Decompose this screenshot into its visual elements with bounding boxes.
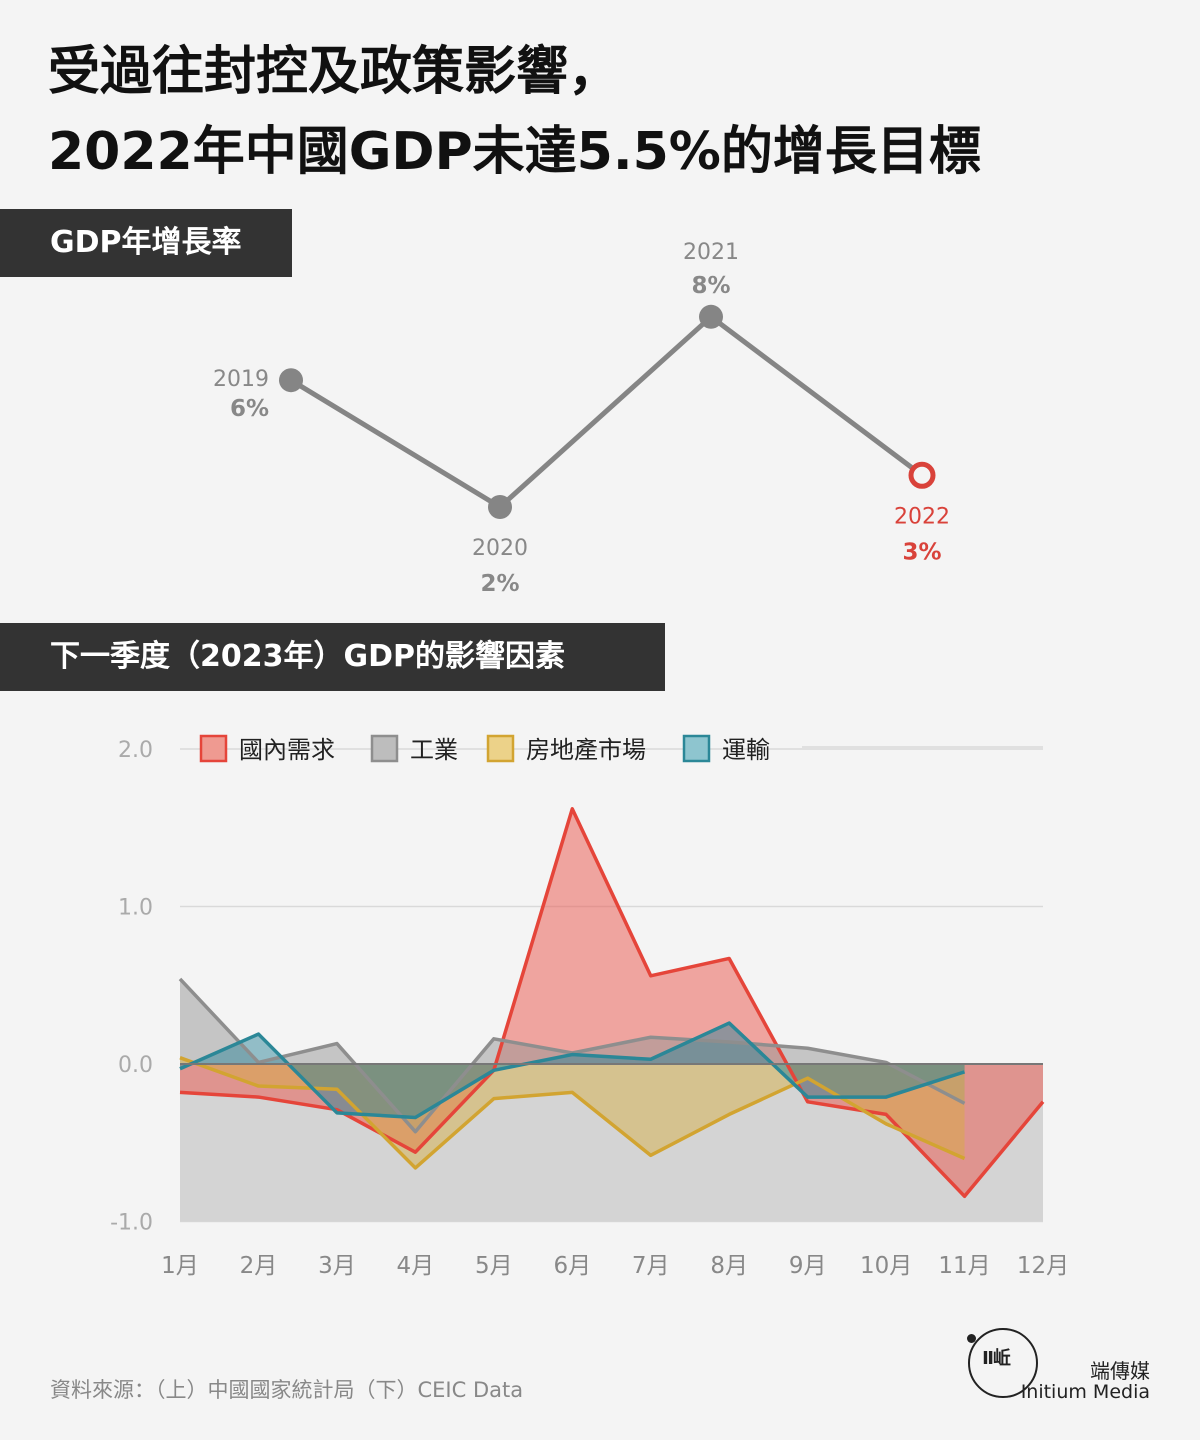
legend-label-property: 房地產市場: [526, 736, 646, 764]
gdp-growth-line-chart: 2019 6% 2020 2% 2021 8% 2022 3%: [213, 240, 950, 597]
brand-name-cn: 端傳媒: [1090, 1359, 1150, 1383]
gdp-point-2021: [699, 304, 723, 329]
gdp-factors-area-chart: -1.0 0.0 1.0 2.0 1月 2月 3月 4月 5月 6月 7月 8月 9月 10月 11月 12月…: [110, 734, 1069, 1279]
headline: 受過往封控及政策影響， 2022年中國GDP未達5.5%的增長目標: [48, 32, 1158, 192]
gdp-point-2022: [908, 461, 936, 489]
gdp-value-label-2020: 2%: [480, 571, 519, 597]
logo-dot: [967, 1334, 976, 1343]
x-tick-label: 11月: [938, 1253, 990, 1279]
y-tick-label: 0.0: [118, 1053, 153, 1078]
gdp-point-2020: [488, 495, 512, 519]
source-note: 資料來源：（上）中國國家統計局（下）CEIC Data: [50, 1378, 524, 1402]
x-tick-label: 9月: [789, 1253, 827, 1279]
area-transport: [180, 1023, 965, 1118]
x-tick-label: 4月: [397, 1253, 435, 1279]
gdp-point-2019: [279, 368, 303, 393]
gdp-value-label-2021: 8%: [691, 273, 730, 299]
x-tick-label: 1月: [161, 1253, 199, 1279]
headline-line-2: 2022年中國GDP未達5.5%的增長目標: [48, 122, 981, 182]
gdp-value-label-2019: 6%: [230, 396, 269, 422]
brand-name-en: Initium Media: [1020, 1381, 1150, 1403]
y-tick-label: -1.0: [110, 1211, 153, 1236]
section-header-gdp-growth: GDP年增長率: [0, 209, 292, 277]
line-transport: [179, 1021, 966, 1120]
gdp-year-label-2022: 2022: [894, 504, 950, 529]
section-header-gdp-factors: 下一季度（2023年）GDP的影響因素: [0, 623, 665, 691]
x-tick-label: 3月: [318, 1253, 356, 1279]
x-tick-label: 8月: [710, 1253, 748, 1279]
legend-swatch-industry: [370, 734, 399, 763]
logo-mark: Ⅱ岴: [982, 1348, 1011, 1369]
x-tick-label: 12月: [1017, 1253, 1069, 1279]
gdp-year-label-2020: 2020: [472, 536, 528, 561]
headline-line-1: 受過往封控及政策影響，: [48, 42, 621, 102]
y-tick-label: 1.0: [118, 896, 153, 921]
gdp-year-label-2019: 2019: [213, 367, 269, 392]
gdp-year-label-2021: 2021: [683, 240, 739, 265]
initium-logo: Ⅱ岴: [967, 1328, 1038, 1398]
legend-swatch-transport: [682, 734, 711, 763]
x-tick-label: 10月: [860, 1253, 912, 1279]
legend-label-transport: 運輸: [722, 736, 770, 764]
legend-label-domestic: 國內需求: [239, 736, 335, 764]
x-tick-label: 6月: [553, 1253, 591, 1279]
legend-swatch-property: [486, 734, 515, 763]
gdp-value-label-2022: 3%: [902, 539, 941, 565]
gdp-growth-line: [289, 314, 924, 510]
x-tick-label: 7月: [632, 1253, 670, 1279]
x-tick-label: 2月: [240, 1253, 278, 1279]
y-tick-label: 2.0: [118, 738, 153, 763]
legend-swatch-domestic: [199, 734, 228, 763]
legend-label-industry: 工業: [410, 736, 458, 764]
x-tick-label: 5月: [475, 1253, 513, 1279]
